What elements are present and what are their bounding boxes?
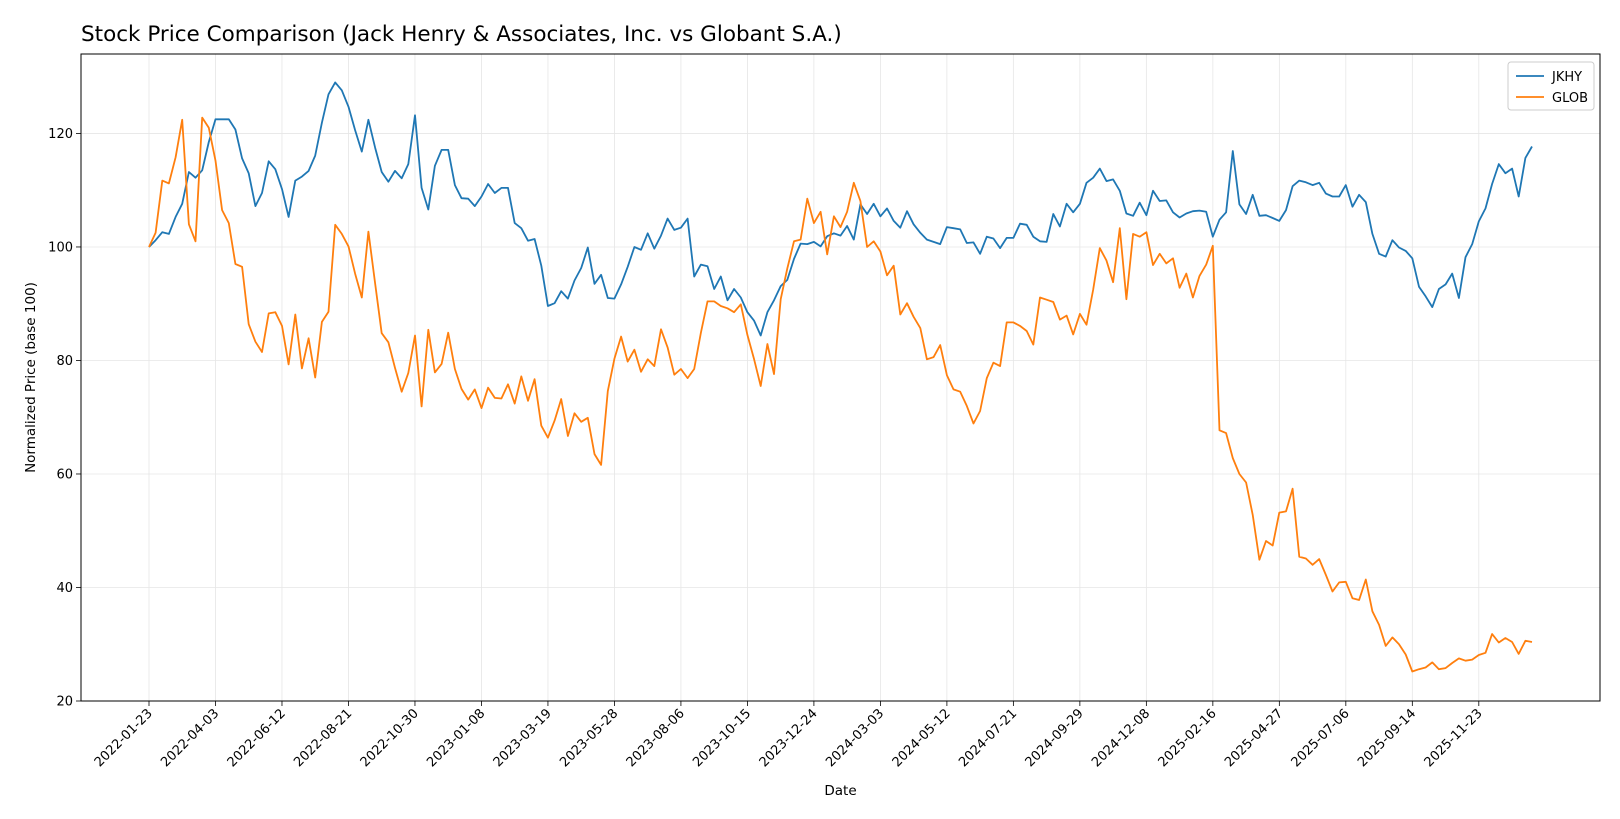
legend-label-glob: GLOB [1552, 91, 1588, 106]
y-axis-label: Normalized Price (base 100) [23, 282, 39, 473]
series-line-jkhy [148, 81, 1533, 337]
y-tick-label: 20 [56, 695, 73, 710]
plot-area-frame [80, 53, 1601, 702]
legend-label-jkhy: JKHY [1551, 70, 1582, 85]
chart-title: Stock Price Comparison (Jack Henry & Ass… [81, 22, 842, 47]
legend-box [1507, 61, 1595, 111]
grid [81, 54, 1600, 702]
series-lines [148, 81, 1533, 673]
series-line-glob [148, 116, 1533, 673]
y-axis: 20 40 60 80 100 120 [48, 127, 81, 710]
y-tick-label: 100 [48, 240, 73, 255]
y-tick-label: 120 [48, 127, 73, 142]
y-tick-label: 60 [56, 467, 73, 482]
y-tick-label: 40 [56, 581, 73, 596]
legend: JKHY GLOB [1507, 61, 1595, 111]
x-axis-label: Date [824, 783, 856, 799]
y-tick-label: 80 [56, 354, 73, 369]
